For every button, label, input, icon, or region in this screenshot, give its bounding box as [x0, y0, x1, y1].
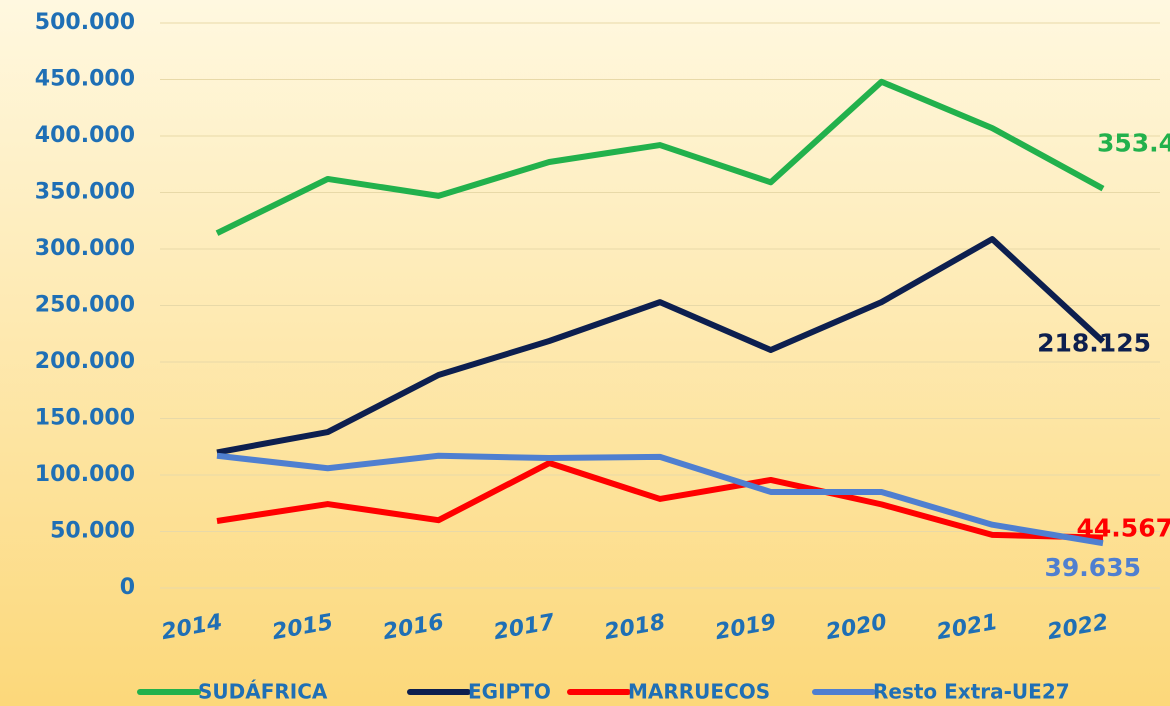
y-tick-label: 300.000	[35, 236, 135, 261]
data-label: 39.635	[1045, 553, 1141, 582]
legend-label: Resto Extra-UE27	[873, 680, 1070, 704]
legend-label: EGIPTO	[468, 680, 551, 704]
y-tick-label: 150.000	[35, 406, 135, 431]
y-tick-label: 500.000	[35, 10, 135, 35]
legend-label: MARRUECOS	[628, 680, 770, 704]
y-tick-label: 100.000	[35, 462, 135, 487]
y-tick-label: 450.000	[35, 67, 135, 92]
data-label: 218.125	[1037, 329, 1151, 358]
background	[0, 0, 1170, 706]
y-tick-label: 0	[120, 575, 135, 600]
data-label: 353.405	[1097, 129, 1170, 158]
y-tick-label: 250.000	[35, 293, 135, 318]
y-tick-label: 350.000	[35, 180, 135, 205]
y-tick-label: 50.000	[50, 519, 135, 544]
y-tick-label: 400.000	[35, 123, 135, 148]
chart: 0 50.000 100.000 150.000 200.000 250.000 300.0…	[0, 0, 1170, 706]
y-tick-label: 200.000	[35, 349, 135, 374]
legend-label: SUDÁFRICA	[198, 680, 328, 704]
